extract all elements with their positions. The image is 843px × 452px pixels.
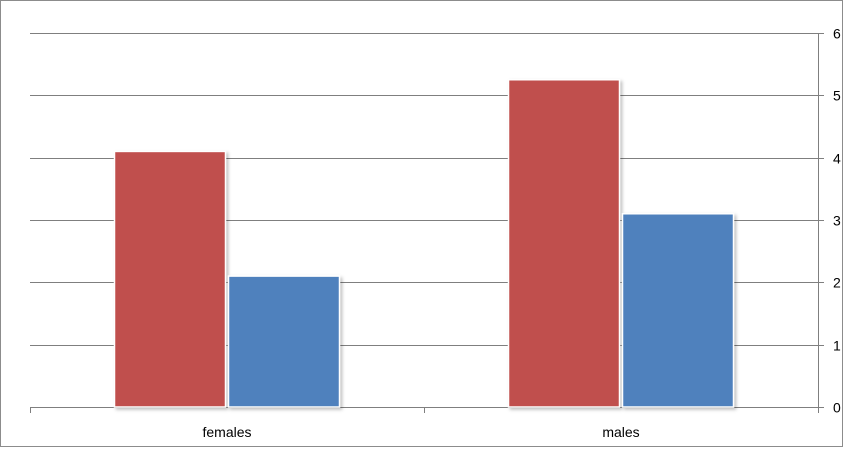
y-tick-label: 2 [833, 275, 841, 291]
bar-females-series-1 [113, 150, 227, 408]
y-tick-label: 5 [833, 88, 841, 104]
y-tick-label: 3 [833, 213, 841, 229]
bar-males-series-2 [621, 213, 735, 408]
x-category-labels: females males [202, 424, 639, 440]
bars [113, 79, 735, 408]
y-tick-label: 4 [833, 151, 841, 167]
x-category-label: females [202, 424, 251, 440]
y-tick-label: 1 [833, 338, 841, 354]
y-tick-label: 6 [833, 26, 841, 42]
y-tick-label: 0 [833, 400, 841, 416]
bar-females-series-2 [227, 275, 341, 408]
y-tick-labels: 0 1 2 3 4 5 6 [833, 26, 841, 416]
bar-males-series-1 [507, 79, 621, 408]
x-category-label: males [602, 424, 639, 440]
